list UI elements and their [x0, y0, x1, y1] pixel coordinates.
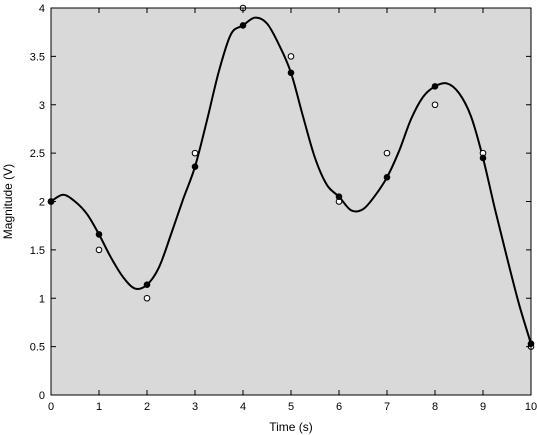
- x-tick-label: 6: [336, 401, 342, 413]
- y-tick-label: 4: [39, 3, 45, 15]
- filled-data-point: [479, 154, 487, 162]
- y-tick-label: 0.5: [30, 342, 45, 354]
- plot-frame: [50, 7, 532, 396]
- y-tick-label: 2: [39, 197, 45, 209]
- x-tick-label: 4: [240, 401, 246, 413]
- x-tick-label: 0: [48, 401, 54, 413]
- y-tick-label: 0: [39, 390, 45, 402]
- y-tick-label: 1: [39, 293, 45, 305]
- x-tick-label: 9: [480, 401, 486, 413]
- y-axis-label: Magnitude (V): [1, 164, 15, 239]
- open-data-point: [95, 246, 103, 254]
- open-data-point: [431, 101, 439, 109]
- filled-data-point: [431, 83, 439, 90]
- open-data-point: [287, 53, 295, 60]
- y-tick-label: 1.5: [30, 245, 45, 257]
- open-data-point: [191, 149, 199, 157]
- x-tick-label: 7: [384, 401, 390, 413]
- filled-data-point: [239, 22, 247, 29]
- x-tick-label: 2: [144, 401, 150, 413]
- filled-data-point: [191, 163, 199, 170]
- plot-background: [51, 8, 531, 395]
- filled-data-point: [383, 174, 391, 181]
- x-tick-label: 3: [192, 401, 198, 413]
- y-tick-label: 2.5: [30, 148, 45, 160]
- x-tick-label: 5: [288, 401, 294, 413]
- x-tick-label: 1: [96, 401, 102, 413]
- x-axis-label: Time (s): [269, 420, 313, 434]
- filled-data-point: [335, 193, 343, 200]
- filled-data-point: [287, 69, 295, 77]
- x-tick-label: 8: [432, 401, 438, 413]
- series-layer: [47, 4, 535, 350]
- filled-data-point: [95, 231, 103, 238]
- y-tick-label: 3.5: [30, 51, 45, 63]
- filled-data-point: [143, 281, 151, 289]
- x-tick-label: 10: [525, 401, 537, 413]
- open-data-point: [143, 294, 151, 302]
- y-tick-label: 3: [39, 100, 45, 112]
- open-data-point: [383, 149, 391, 157]
